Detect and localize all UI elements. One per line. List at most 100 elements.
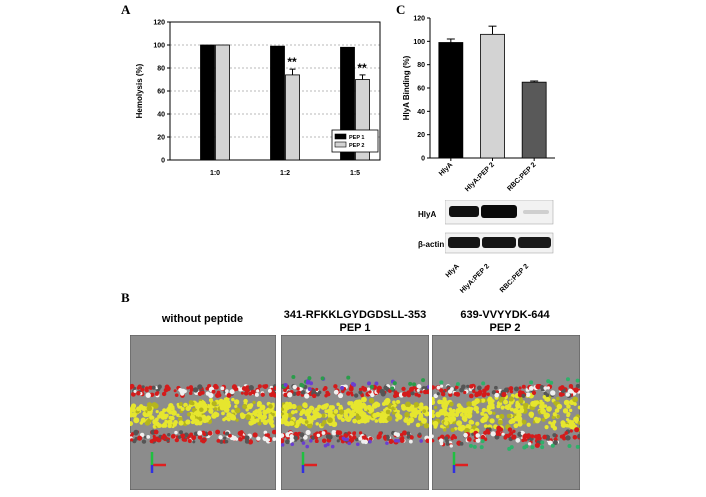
md-atom-core — [214, 412, 220, 418]
md-atom-head — [318, 430, 323, 435]
md-atom-core — [392, 400, 396, 405]
md-atom-head — [267, 388, 272, 393]
x-tick-label: 1:2 — [280, 170, 290, 177]
md-atom-head — [160, 434, 166, 440]
md-atom-core — [361, 396, 367, 403]
md-atom-core — [577, 420, 580, 425]
md-atom-head — [336, 439, 340, 443]
md-atom-core — [252, 410, 258, 416]
md-atom-head — [425, 438, 429, 444]
md-atom-core — [500, 405, 505, 410]
md-peptide-atom — [323, 443, 328, 448]
md-atom-head — [252, 432, 258, 438]
md-atom-head — [414, 392, 419, 397]
y-tick-label: 20 — [157, 135, 165, 142]
md-atom-head — [445, 441, 450, 446]
blot-hlya-band-1 — [449, 206, 479, 217]
md-atom-head — [188, 385, 194, 390]
md-atom-core — [553, 401, 558, 405]
md-atom-core — [206, 416, 211, 421]
md-atom-core — [368, 407, 375, 413]
md-atom-core — [444, 417, 449, 422]
md-atom-core — [397, 400, 401, 404]
md-atom-head — [164, 384, 170, 390]
md-atom-core — [157, 414, 162, 419]
y-tick-label: 100 — [413, 39, 425, 46]
md-atom-core — [285, 401, 289, 406]
md-atom-head — [337, 392, 344, 399]
md-atom-head — [448, 392, 453, 397]
md-atom-core — [246, 403, 253, 410]
md-atom-core — [310, 406, 315, 411]
md-atom-head — [406, 435, 410, 439]
blot-lane-label-1: HlyA — [444, 263, 461, 280]
md-atom-core — [146, 405, 152, 412]
md-atom-head — [174, 430, 178, 435]
md-atom-core — [572, 396, 579, 403]
md-atom-core — [556, 414, 560, 419]
md-atom-core — [355, 408, 361, 414]
md-atom-head — [178, 430, 184, 435]
md-atom-head — [349, 391, 354, 395]
md-atom-core — [151, 402, 158, 408]
md-atom-core — [271, 412, 275, 417]
md-atom-core — [513, 423, 519, 429]
md-peptide-atom — [565, 377, 570, 382]
md-atom-core — [448, 407, 453, 412]
md-atom-head — [244, 439, 250, 444]
md-atom-head — [271, 429, 276, 435]
md-atom-head — [219, 439, 224, 444]
md-atom-head — [170, 433, 176, 439]
md-atom-core — [294, 409, 298, 414]
md-atom-head — [248, 384, 254, 391]
md-atom-core — [397, 414, 403, 420]
md-atom-core — [296, 405, 303, 411]
md-atom-core — [343, 413, 349, 419]
md-atom-core — [481, 416, 486, 421]
md-atom-head — [509, 390, 514, 394]
md-atom-core — [361, 403, 367, 409]
md-atom-core — [522, 403, 529, 410]
md-peptide-atom — [283, 382, 288, 387]
panel-letter-b: B — [121, 290, 130, 305]
bar — [270, 45, 285, 161]
md-atom-head — [558, 391, 564, 397]
md-atom-core — [495, 414, 500, 419]
bar — [480, 33, 505, 159]
md-atom-core — [231, 409, 235, 413]
md-atom-head — [509, 431, 514, 436]
md-atom-core — [221, 411, 225, 416]
md-peptide-atom — [305, 444, 310, 449]
md-atom-core — [354, 401, 360, 408]
x-tick-label: HlyA:PEP 2 — [464, 161, 496, 193]
md-atom-head — [453, 392, 458, 396]
y-tick-label: 40 — [157, 112, 165, 119]
md-atom-head — [240, 391, 244, 395]
md-atom-head — [368, 390, 372, 394]
md-atom-core — [469, 428, 475, 434]
md-title-2-line-2: PEP 1 — [339, 322, 371, 334]
y-tick-label: 60 — [417, 86, 425, 93]
md-atom-head — [525, 392, 531, 398]
md-atom-head — [463, 390, 467, 395]
md-atom-head — [543, 391, 547, 396]
md-atom-head — [503, 387, 509, 393]
md-atom-core — [480, 411, 485, 416]
md-atom-head — [538, 436, 542, 440]
md-atom-head — [562, 436, 567, 441]
md-atom-core — [164, 419, 168, 424]
md-atom-head — [436, 385, 441, 390]
md-atom-core — [577, 405, 580, 410]
md-atom-core — [546, 406, 552, 412]
md-atom-core — [420, 417, 427, 424]
md-atom-head — [422, 389, 428, 395]
md-atom-core — [509, 407, 514, 412]
md-atom-head — [321, 438, 327, 443]
md-atom-head — [133, 389, 137, 393]
md-atom-core — [543, 404, 548, 408]
md-peptide-atom — [522, 445, 527, 450]
md-atom-core — [139, 404, 143, 408]
md-atom-head — [266, 438, 270, 442]
md-atom-core — [245, 408, 249, 412]
md-atom-head — [539, 384, 545, 390]
